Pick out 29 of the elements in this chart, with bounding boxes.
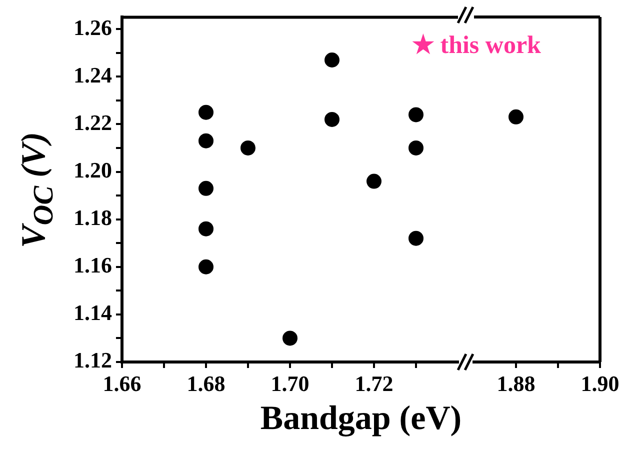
y-tick-label: 1.26 — [74, 14, 112, 40]
y-tick-label: 1.16 — [74, 252, 112, 278]
point — [198, 180, 214, 196]
x-tick-label: 1.72 — [354, 370, 394, 396]
x-tick-label: 1.68 — [186, 370, 226, 396]
point — [324, 52, 340, 68]
point — [408, 230, 424, 246]
point — [282, 330, 298, 346]
y-tick-label: 1.20 — [74, 157, 112, 182]
annotation: ★ this work — [412, 31, 541, 60]
x-tick-label: 1.90 — [580, 370, 620, 396]
x-axis-title: Bandgap (eV) — [260, 400, 462, 438]
point — [408, 107, 424, 122]
point — [240, 140, 256, 156]
y-tick-label: 1.14 — [74, 300, 112, 326]
point — [198, 221, 214, 236]
y-tick-label: 1.24 — [74, 62, 112, 88]
y-tick-label: 1.22 — [74, 110, 112, 135]
point — [198, 133, 214, 148]
x-tick-label: 1.66 — [102, 370, 142, 396]
point — [408, 140, 424, 156]
point — [198, 104, 214, 120]
y-tick-label: 1.18 — [74, 205, 112, 230]
x-tick-label: 1.70 — [270, 370, 310, 396]
point — [324, 112, 340, 127]
x-tick-label: 1.88 — [496, 370, 536, 396]
y-tick-label: 1.12 — [74, 348, 112, 373]
point — [198, 259, 214, 274]
point — [366, 174, 382, 189]
